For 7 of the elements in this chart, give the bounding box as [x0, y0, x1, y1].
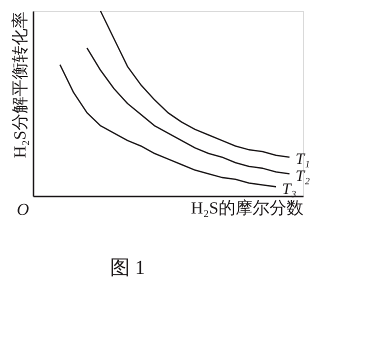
series-label: T₁: [296, 151, 310, 168]
series-label: T₂: [296, 168, 310, 185]
text: O: [16, 200, 29, 219]
y-axis-title: H₂S分解平衡转化率: [10, 12, 30, 158]
x-axis-title: H₂S的摩尔分数: [190, 198, 304, 218]
series-label: T₃: [282, 180, 296, 198]
caption: 图 1: [110, 257, 145, 279]
